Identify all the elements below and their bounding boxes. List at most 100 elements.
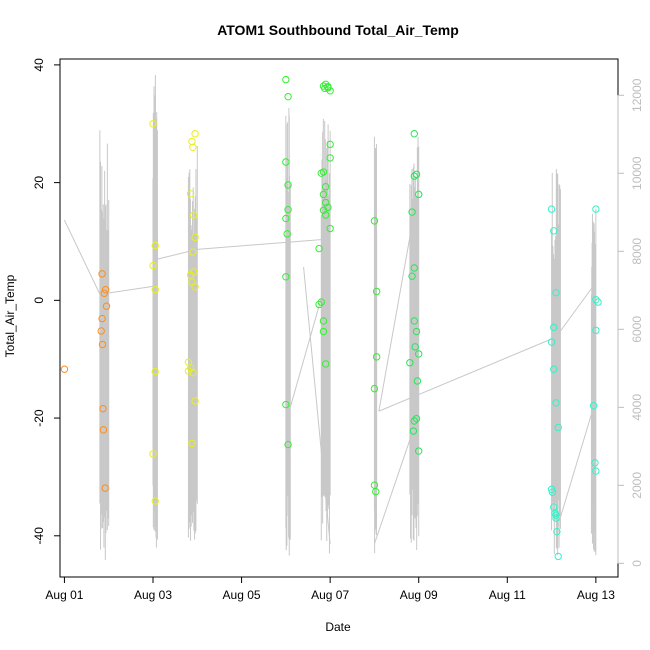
temperature-point	[409, 427, 418, 435]
temperature-point	[408, 272, 416, 280]
temperature-point	[191, 130, 199, 138]
temperature-point	[410, 317, 418, 325]
x-tick-label: Aug 11	[489, 588, 526, 602]
secondary-y-tick-label: 6000	[630, 316, 644, 343]
temperature-point	[412, 327, 421, 336]
temperature-point	[60, 365, 69, 373]
temperature-point	[412, 170, 421, 179]
temperature-point	[102, 302, 111, 310]
secondary-y-tick-label: 4000	[630, 394, 644, 421]
temperature-point	[322, 360, 330, 368]
temperature-point	[282, 158, 290, 166]
temperature-point	[592, 326, 600, 335]
x-axis: Aug 01 Aug 03 Aug 05 Aug 07 Aug 09 Aug 11 Aug …	[45, 576, 615, 602]
chart-title: ATOM1 Southbound Total_Air_Temp	[217, 22, 459, 38]
secondary-y-tick-label: 10000	[630, 156, 644, 190]
temperature-point	[322, 183, 330, 191]
temperature-point	[97, 327, 105, 335]
temperature-point	[98, 270, 106, 278]
temperature-point	[591, 459, 599, 467]
x-tick-label: Aug 09	[400, 588, 438, 602]
temperature-point	[370, 384, 379, 393]
temperature-point	[410, 172, 418, 180]
temperature-point	[101, 484, 109, 492]
temperature-point	[191, 283, 199, 291]
temperature-point	[190, 211, 198, 219]
temperature-point	[190, 268, 198, 276]
temperature-point	[284, 205, 292, 214]
secondary-y-tick-label: 2000	[630, 472, 644, 499]
altitude-segment	[63, 219, 101, 295]
temperature-point	[191, 233, 199, 242]
x-tick-label: Aug 13	[577, 588, 615, 602]
temperature-point	[326, 140, 334, 149]
x-tick-label: Aug 03	[134, 588, 172, 602]
temperature-point	[552, 399, 560, 407]
y-axis-label: Total_Air_Temp	[3, 274, 17, 357]
temperature-point	[188, 137, 196, 146]
temperature-point	[592, 296, 600, 304]
temperature-point	[410, 417, 418, 425]
temperature-point	[282, 75, 290, 84]
temperature-point	[547, 205, 556, 213]
temperature-point	[411, 343, 419, 351]
y-tick-label: 0	[32, 297, 46, 304]
temperature-point	[149, 450, 157, 458]
secondary-y-axis: 0 2000 4000 6000 8000 10000 12000	[617, 78, 644, 567]
temperature-point	[370, 217, 379, 225]
temperature-point	[547, 338, 556, 346]
temperature-point	[408, 208, 416, 216]
temperature-point	[547, 485, 556, 493]
temperature-point	[151, 367, 159, 376]
temperature-point	[282, 400, 290, 409]
temperature-point	[415, 447, 423, 455]
temperature-point	[282, 214, 290, 223]
temperature-point	[191, 397, 199, 405]
temperature-point	[372, 287, 381, 296]
temperature-point	[552, 514, 560, 522]
temperature-point	[98, 314, 106, 323]
temperature-point	[321, 84, 329, 93]
temperature-point	[594, 298, 602, 306]
temperature-point	[151, 241, 159, 250]
altitude-segment	[378, 212, 415, 412]
plot-area-border	[59, 58, 619, 578]
altitude-segment	[197, 239, 322, 250]
y-tick-label: 20	[32, 176, 46, 190]
y-tick-label: 40	[32, 58, 46, 72]
altitude-segment	[555, 399, 597, 533]
y-tick-label: -40	[32, 527, 46, 545]
temperature-point	[315, 300, 323, 309]
temperature-point	[149, 261, 157, 270]
temperature-point	[98, 340, 107, 349]
temperature-point	[149, 120, 157, 128]
temperature-point	[151, 497, 159, 505]
x-tick-label: Aug 01	[45, 588, 83, 602]
temperature-point	[189, 248, 197, 256]
temperature-point	[99, 404, 107, 413]
temperature-point	[406, 359, 414, 367]
x-tick-label: Aug 05	[223, 588, 261, 602]
temperature-point	[410, 264, 418, 272]
temperature-point	[589, 402, 598, 410]
temperature-point	[322, 211, 330, 219]
temperature-point	[550, 227, 558, 235]
temperature-point	[410, 130, 418, 138]
temperature-point	[283, 230, 291, 238]
temperature-point	[372, 353, 381, 361]
temperature-point	[319, 190, 328, 199]
temperature-point	[101, 286, 110, 294]
temperature-point	[322, 198, 330, 207]
temperature-point	[372, 487, 380, 496]
altitude-segment	[99, 285, 154, 295]
x-axis-label: Date	[325, 620, 351, 634]
temperature-point	[319, 168, 328, 176]
secondary-y-tick-label: 0	[630, 560, 644, 567]
altitude-segment	[378, 336, 557, 412]
temperature-point	[188, 439, 196, 448]
temperature-point	[184, 367, 193, 375]
secondary-y-tick-label: 12000	[630, 78, 644, 112]
y-tick-label: -20	[32, 409, 46, 427]
temperature-point	[319, 317, 328, 325]
